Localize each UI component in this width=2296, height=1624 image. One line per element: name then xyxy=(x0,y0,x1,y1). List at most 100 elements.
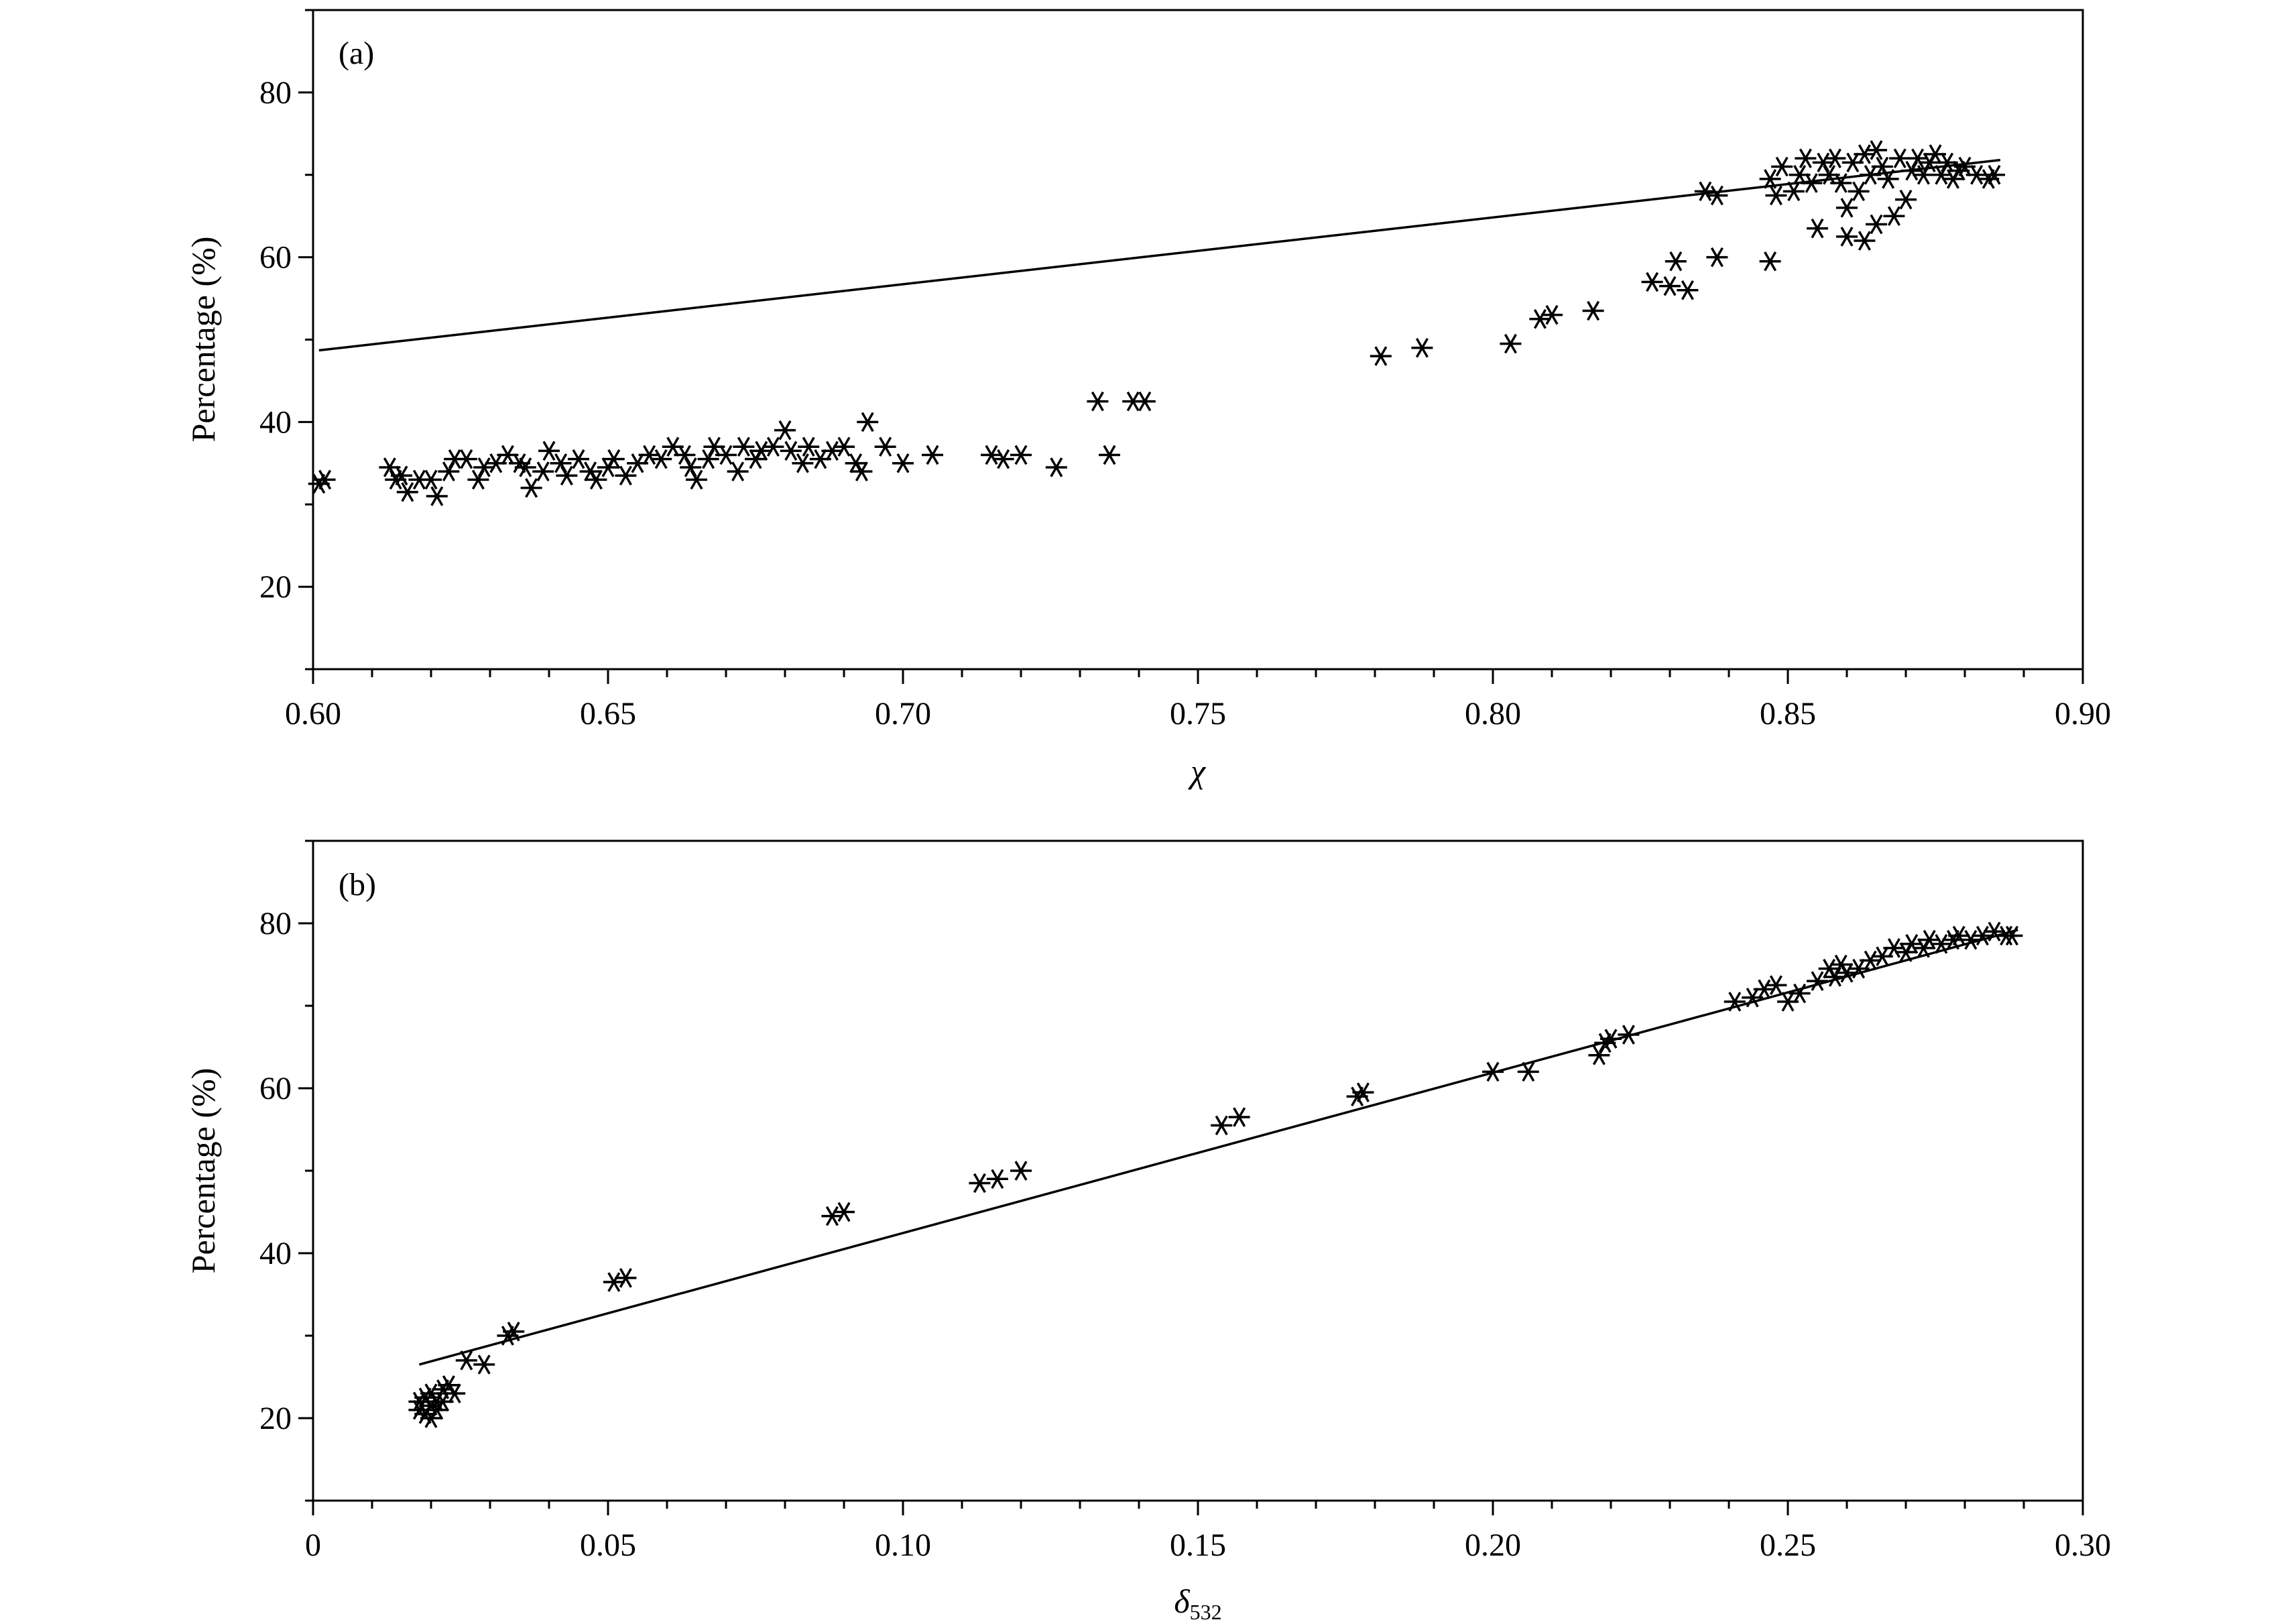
y-tick-label: 80 xyxy=(259,906,292,941)
data-point-asterisk xyxy=(1930,934,1952,954)
data-point-asterisk xyxy=(1600,1029,1622,1049)
fit-line xyxy=(318,158,2000,352)
data-point-asterisk xyxy=(1984,921,2005,942)
y-tick-label: 80 xyxy=(259,75,292,111)
data-point-asterisk xyxy=(1706,247,1728,268)
data-point-asterisk xyxy=(1045,457,1067,477)
panel-b: 0 0.05 0.10 0.15 0.20 0.25 0.30 20 40 60 80 (b) Pe… xyxy=(184,839,2111,1624)
data-point-asterisk xyxy=(1984,165,2005,185)
data-point-asterisk xyxy=(455,449,477,469)
x-tick-label: 0.15 xyxy=(1170,1527,1226,1563)
data-point-asterisk xyxy=(1836,198,1858,218)
data-point-asterisk xyxy=(1789,983,1811,1004)
data-point-asterisk xyxy=(1854,231,1876,251)
data-point-asterisk xyxy=(1836,227,1858,247)
data-point-asterisk xyxy=(1765,185,1787,206)
data-point-asterisk xyxy=(1866,140,1887,160)
data-point-asterisk xyxy=(438,461,460,481)
panel-a: 0.60 0.65 0.70 0.75 0.80 0.85 0.90 20 40 60 80 (a)… xyxy=(184,9,2111,790)
panel-a-xlabel: χ xyxy=(1188,752,1207,790)
data-point-asterisk xyxy=(532,461,554,481)
panel-a-ylabel: Percentage (%) xyxy=(184,237,222,443)
y-tick-label: 20 xyxy=(259,1401,292,1436)
panel-b-xlabel-symbol: δ xyxy=(1174,1582,1190,1620)
data-point-asterisk xyxy=(1087,391,1109,412)
data-point-asterisk xyxy=(538,441,560,461)
y-tick-label: 40 xyxy=(259,404,292,440)
data-point-asterisk xyxy=(1099,445,1120,465)
data-point-asterisk xyxy=(992,449,1014,469)
data-point-asterisk xyxy=(1706,185,1728,206)
data-point-asterisk xyxy=(473,457,495,477)
y-tick-label: 60 xyxy=(259,240,292,276)
x-tick-label: 0.05 xyxy=(580,1527,636,1563)
data-point-asterisk xyxy=(1948,925,1970,946)
data-point-asterisk xyxy=(733,437,755,457)
data-point-asterisk xyxy=(1588,1045,1610,1065)
data-point-asterisk xyxy=(1866,214,1887,235)
data-point-asterisk xyxy=(314,469,336,490)
data-point-asterisk xyxy=(922,445,943,465)
x-tick-label: 0 xyxy=(305,1527,321,1563)
data-point-asterisk xyxy=(1529,309,1551,329)
data-point-asterisk xyxy=(2001,925,2023,946)
data-point-asterisk xyxy=(1010,1161,1032,1181)
data-point-asterisk xyxy=(615,465,637,485)
data-point-asterisk xyxy=(455,1350,477,1371)
panel-b-tag: (b) xyxy=(339,867,376,903)
x-tick-label: 0.75 xyxy=(1170,696,1226,732)
x-tick-label: 0.70 xyxy=(875,696,931,732)
data-point-asterisk xyxy=(986,1169,1008,1190)
data-point-asterisk xyxy=(1641,272,1663,292)
data-point-asterisk xyxy=(603,1272,625,1292)
data-point-asterisk xyxy=(1801,173,1823,193)
data-point-asterisk xyxy=(1482,1061,1504,1082)
data-point-asterisk xyxy=(585,469,607,490)
data-point-asterisk xyxy=(568,449,589,469)
x-tick-label: 0.60 xyxy=(285,696,341,732)
data-point-asterisk xyxy=(833,437,855,457)
data-point-asterisk xyxy=(1959,929,1982,950)
data-point-asterisk xyxy=(1812,152,1834,173)
data-point-asterisk xyxy=(638,445,660,465)
data-point-asterisk xyxy=(981,445,1002,465)
data-point-asterisk xyxy=(798,437,820,457)
data-point-asterisk xyxy=(680,457,702,477)
data-point-asterisk xyxy=(1665,251,1687,272)
data-point-asterisk xyxy=(1807,218,1828,239)
panel-b-ticks: 0 0.05 0.10 0.15 0.20 0.25 0.30 20 40 60 80 xyxy=(259,839,2111,1563)
data-point-asterisk xyxy=(821,441,843,461)
data-point-asterisk xyxy=(1500,333,1522,354)
data-point-asterisk xyxy=(1795,148,1817,168)
data-point-asterisk xyxy=(1848,181,1870,202)
panel-a-tag: (a) xyxy=(339,36,374,71)
data-point-asterisk xyxy=(1824,148,1846,168)
panel-a-fit-line xyxy=(318,158,2000,352)
data-point-asterisk xyxy=(851,461,873,481)
data-point-asterisk xyxy=(697,449,719,469)
y-tick-label: 60 xyxy=(259,1071,292,1106)
data-point-asterisk xyxy=(1836,963,1858,983)
data-point-asterisk xyxy=(1765,975,1787,995)
data-point-asterisk xyxy=(556,465,578,485)
data-point-asterisk xyxy=(1694,181,1716,202)
data-point-asterisk xyxy=(1211,1115,1233,1136)
x-tick-label: 0.85 xyxy=(1760,696,1816,732)
data-point-asterisk xyxy=(1877,169,1899,189)
x-tick-label: 0.25 xyxy=(1760,1527,1816,1563)
data-point-asterisk xyxy=(1900,934,1923,954)
data-point-asterisk xyxy=(857,412,879,432)
data-point-asterisk xyxy=(603,449,625,469)
data-point-asterisk xyxy=(473,1354,495,1375)
data-point-asterisk xyxy=(780,441,802,461)
data-point-asterisk xyxy=(1677,280,1699,300)
data-point-asterisk xyxy=(1919,929,1941,950)
data-point-asterisk xyxy=(1883,938,1905,958)
x-tick-label: 0.10 xyxy=(875,1527,931,1563)
panel-b-ylabel: Percentage (%) xyxy=(184,1068,222,1274)
data-point-asterisk xyxy=(686,469,707,490)
data-point-asterisk xyxy=(727,461,749,481)
data-point-asterisk xyxy=(1541,304,1563,325)
data-point-asterisk xyxy=(1517,1061,1539,1082)
